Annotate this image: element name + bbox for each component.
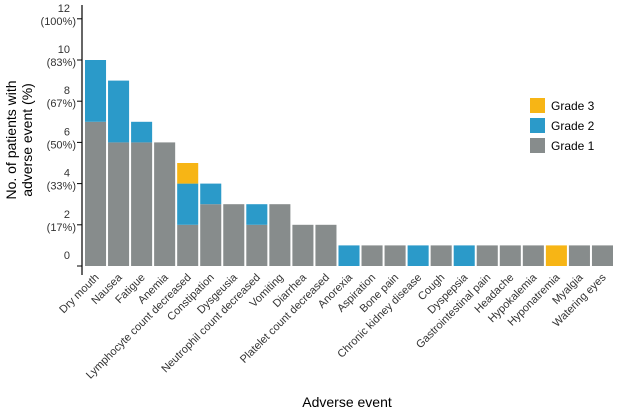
bar-grade-2: [177, 183, 199, 225]
legend-label: Grade 1: [551, 139, 595, 153]
y-ticks: 0 2(17%) 4(33%) 6(50%) 8(67%) 10(83%) 12(100%): [41, 3, 82, 267]
bar-grade-1: [430, 245, 452, 266]
y-tick-label: 6: [64, 126, 70, 138]
bar-grade-1: [591, 245, 613, 266]
bar-grade-1: [223, 204, 245, 266]
bar-grade-2: [407, 245, 429, 266]
bar-grade-1: [269, 204, 291, 266]
bar-grade-1: [384, 245, 406, 266]
y-tick-label: 2: [64, 209, 70, 221]
legend-label: Grade 3: [551, 99, 595, 113]
legend-label: Grade 2: [551, 119, 595, 133]
y-tick-label: 10: [58, 44, 70, 56]
bar-grade-1: [292, 224, 314, 266]
bar-grade-1: [154, 142, 176, 266]
y-axis-title-line-2: adverse event (%): [19, 83, 35, 197]
legend: Grade 3 Grade 2 Grade 1: [530, 98, 595, 153]
y-tick-percent: (100%): [41, 16, 76, 28]
y-axis-title: No. of patients with adverse event (%): [3, 80, 35, 199]
bars: [85, 60, 613, 266]
y-tick-label: 8: [64, 85, 70, 97]
bar-grade-3: [545, 245, 567, 266]
bar-grade-2: [85, 60, 107, 122]
y-tick-percent: (83%): [47, 57, 76, 69]
x-axis-title: Adverse event: [302, 394, 392, 410]
bar-grade-3: [177, 163, 199, 184]
y-tick-label: 0: [64, 250, 70, 262]
bar-grade-1: [108, 142, 130, 266]
y-axis-title-line-1: No. of patients with: [3, 80, 19, 199]
bar-grade-1: [568, 245, 590, 266]
bar-grade-1: [499, 245, 521, 266]
y-tick-percent: (33%): [47, 181, 76, 193]
y-tick-label: 12: [58, 3, 70, 15]
bar-grade-1: [522, 245, 544, 266]
bar-grade-1: [315, 224, 337, 266]
bar-grade-1: [85, 121, 107, 266]
y-tick-percent: (67%): [47, 98, 76, 110]
y-tick-label: 4: [64, 168, 70, 180]
y-tick-percent: (50%): [47, 139, 76, 151]
bar-grade-2: [338, 245, 360, 266]
bar-grade-1: [177, 224, 199, 266]
legend-swatch: [530, 118, 545, 133]
bar-grade-1: [246, 224, 268, 266]
bar-grade-1: [131, 142, 153, 266]
bar-grade-2: [246, 204, 268, 225]
bar-grade-1: [361, 245, 383, 266]
bar-grade-2: [108, 80, 130, 143]
bar-grade-2: [131, 121, 153, 143]
bar-grade-1: [200, 204, 222, 266]
bar-grade-2: [453, 245, 475, 266]
y-tick-percent: (17%): [47, 222, 76, 234]
bar-grade-2: [200, 183, 222, 205]
legend-swatch: [530, 138, 545, 153]
bar-grade-1: [476, 245, 498, 266]
legend-swatch: [530, 98, 545, 113]
